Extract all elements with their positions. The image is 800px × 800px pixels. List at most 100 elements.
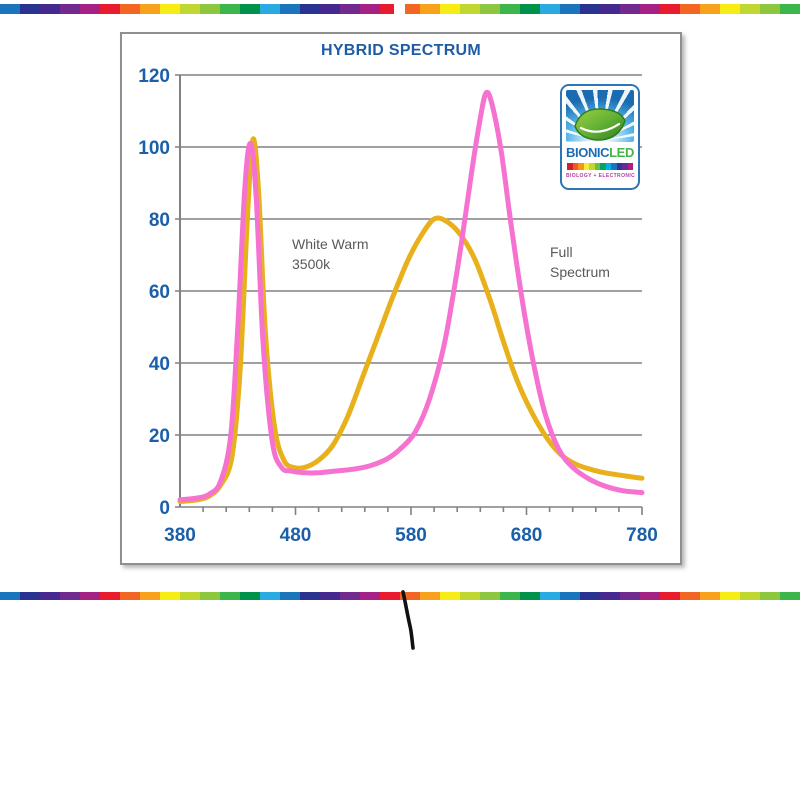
stripe-color-block bbox=[720, 592, 740, 600]
stripe-color-block bbox=[100, 4, 120, 14]
stripe-color-block bbox=[160, 4, 180, 14]
x-axis-label-780: 780 bbox=[626, 525, 658, 546]
stripe-color-block bbox=[140, 4, 160, 14]
stripe-color-block bbox=[80, 4, 100, 14]
stripe-color-block bbox=[300, 4, 320, 14]
stripe-color-block bbox=[500, 4, 520, 14]
stripe-color-block bbox=[360, 4, 380, 14]
stripe-color-block bbox=[460, 4, 480, 14]
pen-stroke-icon bbox=[401, 590, 415, 650]
logo-rainbow-block bbox=[622, 163, 628, 170]
stripe-color-block bbox=[700, 592, 720, 600]
stripe-color-block bbox=[640, 4, 660, 14]
stripe-color-block bbox=[680, 4, 700, 14]
spectrum-plot: 0 20 40 60 80 100 120 380 480 580 680 780 bbox=[138, 66, 658, 546]
logo-rainbow-block bbox=[616, 163, 622, 170]
stripe-color-block bbox=[740, 4, 760, 14]
x-axis-label-680: 680 bbox=[511, 525, 543, 546]
stripe-color-block bbox=[340, 592, 360, 600]
chart-title: HYBRID SPECTRUM bbox=[320, 42, 482, 59]
stripe-color-block bbox=[240, 592, 260, 600]
stripe-color-block bbox=[80, 592, 100, 600]
stripe-color-block bbox=[260, 4, 280, 14]
top-rainbow-stripe bbox=[0, 4, 800, 14]
x-axis-label-380: 380 bbox=[164, 525, 196, 546]
stripe-color-block bbox=[780, 592, 800, 600]
logo-rainbow-block bbox=[578, 163, 584, 170]
logo-rainbow-block bbox=[572, 163, 578, 170]
stripe-color-block bbox=[540, 4, 560, 14]
x-axis-label-580: 580 bbox=[395, 525, 427, 546]
stripe-color-block bbox=[520, 592, 540, 600]
stripe-color-block bbox=[600, 4, 620, 14]
stripe-color-block bbox=[660, 592, 680, 600]
y-axis-label-40: 40 bbox=[149, 354, 170, 375]
stripe-color-block bbox=[420, 4, 440, 14]
stripe-color-block bbox=[480, 4, 500, 14]
stripe-color-block bbox=[280, 592, 300, 600]
stripe-color-block bbox=[560, 592, 580, 600]
logo-tagline: BIOLOGY + ELECTRONIC bbox=[566, 173, 636, 179]
stripe-color-block bbox=[280, 4, 300, 14]
logo-rainbow-block bbox=[589, 163, 595, 170]
stripe-color-block bbox=[520, 4, 540, 14]
stripe-color-block bbox=[620, 4, 640, 14]
stripe-color-block bbox=[620, 592, 640, 600]
logo-rainbow-block bbox=[567, 163, 573, 170]
stripe-color-block bbox=[580, 592, 600, 600]
logo-rainbow-block bbox=[600, 163, 606, 170]
annotation-white-warm: White Warm 3500k bbox=[292, 234, 368, 274]
stripe-color-block bbox=[400, 592, 420, 600]
stripe-color-block bbox=[100, 592, 120, 600]
logo-brand-bionic: BIONIC bbox=[566, 145, 610, 160]
annotation-full-spectrum-line2: Spectrum bbox=[550, 264, 610, 280]
stripe-color-block bbox=[200, 592, 220, 600]
stripe-color-block bbox=[460, 592, 480, 600]
stripe-color-block bbox=[440, 592, 460, 600]
stripe-color-block bbox=[220, 592, 240, 600]
stripe-color-block bbox=[120, 4, 140, 14]
stripe-color-block bbox=[480, 592, 500, 600]
logo-rainbow-block bbox=[594, 163, 600, 170]
stripe-color-block bbox=[780, 4, 800, 14]
stripe-color-block bbox=[0, 4, 20, 14]
stripe-color-block bbox=[560, 4, 580, 14]
curve-full-spectrum bbox=[177, 89, 645, 503]
y-axis-label-120: 120 bbox=[138, 66, 170, 87]
stripe-color-block bbox=[320, 592, 340, 600]
stripe-color-block bbox=[380, 4, 400, 14]
spectrum-chart-panel: 0 20 40 60 80 100 120 380 480 580 680 780 HYBRID SP… bbox=[120, 32, 682, 565]
stripe-color-block bbox=[300, 592, 320, 600]
top-stripe-gap bbox=[394, 2, 405, 16]
stripe-color-block bbox=[500, 592, 520, 600]
stripe-color-block bbox=[40, 592, 60, 600]
stripe-color-block bbox=[760, 592, 780, 600]
stripe-color-block bbox=[440, 4, 460, 14]
logo-rainbow-block bbox=[605, 163, 611, 170]
stripe-color-block bbox=[540, 592, 560, 600]
bottom-rainbow-stripe bbox=[0, 592, 800, 600]
y-axis-label-20: 20 bbox=[149, 426, 170, 447]
stripe-color-block bbox=[220, 4, 240, 14]
y-axis-label-80: 80 bbox=[149, 210, 170, 231]
bionicled-logo: BIONICLED BIOLOGY + ELECTRONIC bbox=[560, 84, 640, 190]
stripe-color-block bbox=[120, 592, 140, 600]
stripe-color-block bbox=[20, 4, 40, 14]
logo-rainbow-bar bbox=[567, 163, 633, 170]
stripe-color-block bbox=[700, 4, 720, 14]
logo-rainbow-block bbox=[627, 163, 633, 170]
stripe-color-block bbox=[680, 592, 700, 600]
stripe-color-block bbox=[180, 592, 200, 600]
annotation-full-spectrum-line1: Full bbox=[550, 244, 573, 260]
stripe-color-block bbox=[60, 4, 80, 14]
stripe-color-block bbox=[740, 592, 760, 600]
stripe-color-block bbox=[760, 4, 780, 14]
stripe-color-block bbox=[380, 592, 400, 600]
logo-rainbow-block bbox=[583, 163, 589, 170]
stripe-color-block bbox=[60, 592, 80, 600]
stripe-color-block bbox=[20, 592, 40, 600]
logo-brand-led: LED bbox=[609, 145, 634, 160]
logo-rainbow-block bbox=[611, 163, 617, 170]
stripe-color-block bbox=[400, 4, 420, 14]
y-axis-label-60: 60 bbox=[149, 282, 170, 303]
